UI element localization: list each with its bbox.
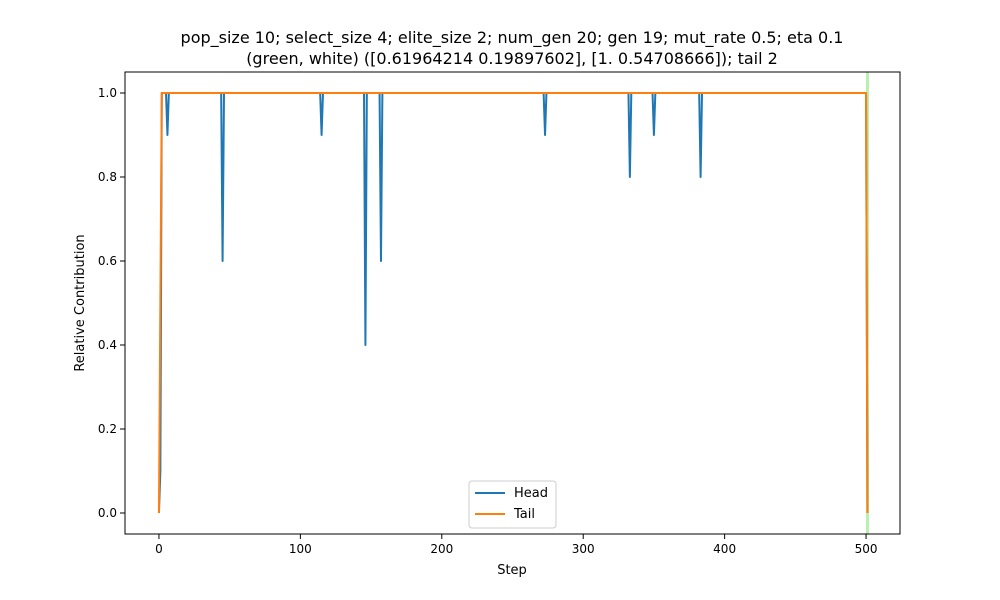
- legend-label-tail: Tail: [513, 507, 535, 522]
- legend-label-head: Head: [514, 486, 548, 501]
- x-tick-label: 0: [155, 542, 163, 556]
- series-layer: [157, 92, 869, 514]
- y-tick-label: 0.6: [98, 254, 117, 268]
- y-tick-label: 1.0: [98, 86, 117, 100]
- x-tick-label: 300: [572, 542, 595, 556]
- legend: Head Tail: [468, 480, 557, 529]
- x-tick-label: 200: [430, 542, 453, 556]
- y-tick-label: 0.0: [98, 506, 117, 520]
- x-axis: 0 100 200 300 400 500: [155, 534, 878, 556]
- plot-area: [125, 72, 900, 534]
- y-axis-label: Relative Contribution: [73, 234, 88, 371]
- chart-title-line-2: (green, white) ([0.61964214 0.19897602],…: [246, 49, 778, 68]
- y-tick-label: 0.4: [98, 338, 117, 352]
- x-tick-label: 400: [713, 542, 736, 556]
- y-tick-label: 0.2: [98, 422, 117, 436]
- plot-frame: [124, 71, 901, 535]
- y-axis: 0.0 0.2 0.4 0.6 0.8 1.0: [98, 86, 125, 520]
- x-tick-label: 100: [289, 542, 312, 556]
- x-axis-label: Step: [497, 563, 527, 578]
- chart-title-line-1: pop_size 10; select_size 4; elite_size 2…: [181, 28, 844, 48]
- y-tick-label: 0.8: [98, 170, 117, 184]
- x-tick-label: 500: [855, 542, 878, 556]
- series-line-tail: [157, 92, 869, 514]
